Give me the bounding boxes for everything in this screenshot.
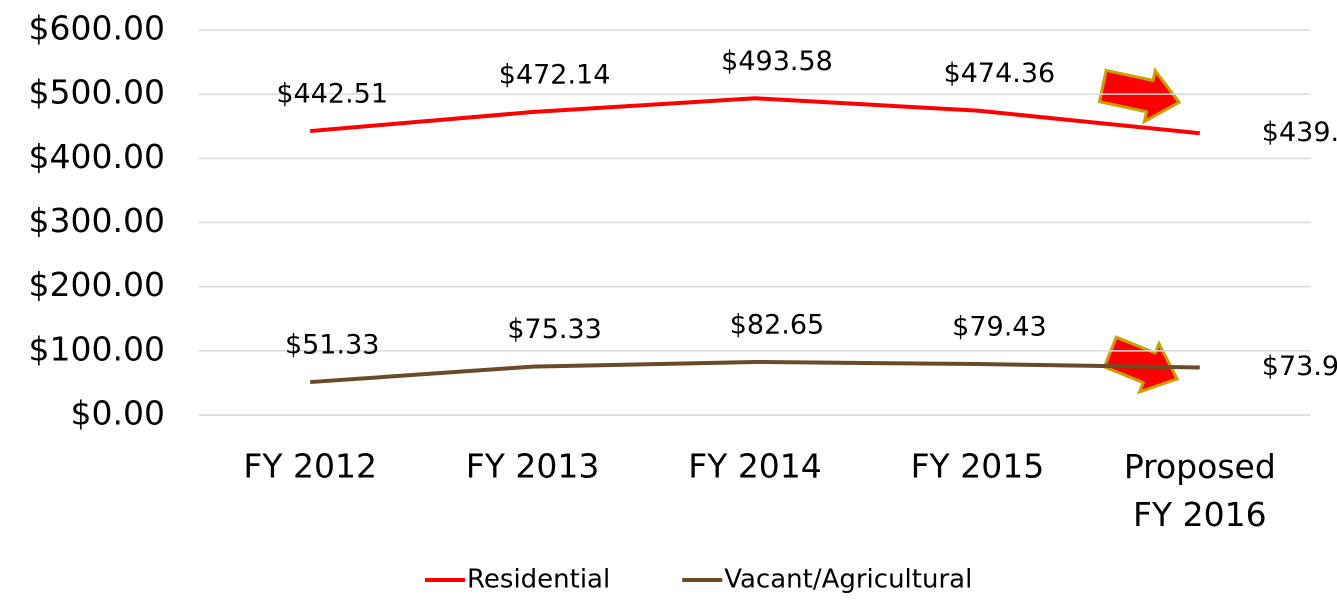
data-label: $51.33	[285, 330, 379, 361]
x-tick-label: FY 2014	[688, 447, 822, 486]
data-label: $73.97	[1262, 351, 1337, 382]
y-tick-label: $600.00	[29, 9, 165, 48]
x-tick-label: FY 2012	[243, 447, 377, 486]
x-tick-label: FY 2015	[911, 447, 1045, 486]
data-label: $493.58	[721, 46, 833, 77]
y-tick-label: $300.00	[29, 201, 165, 240]
data-label: $75.33	[507, 314, 601, 345]
data-label: $472.14	[499, 60, 611, 91]
series-line	[310, 96, 1201, 136]
data-label: $442.51	[276, 79, 388, 110]
x-tick-label: FY 2013	[466, 447, 600, 486]
data-label: $82.65	[730, 309, 824, 340]
legend-label: Vacant/Agricultural	[724, 565, 972, 595]
y-tick-label: $0.00	[71, 394, 165, 433]
series-line	[310, 359, 1200, 385]
legend-label: Residential	[467, 565, 610, 595]
y-tick-label: $400.00	[29, 137, 165, 176]
data-label: $474.36	[944, 58, 1056, 89]
y-tick-label: $500.00	[29, 73, 165, 112]
data-label: $79.43	[952, 312, 1046, 343]
y-tick-label: $200.00	[29, 265, 165, 304]
y-tick-label: $100.00	[29, 329, 165, 368]
data-label: $439.02	[1262, 117, 1337, 148]
x-tick-label: Proposed FY 2016	[1124, 447, 1276, 534]
arrow-decoration	[1097, 67, 1182, 395]
